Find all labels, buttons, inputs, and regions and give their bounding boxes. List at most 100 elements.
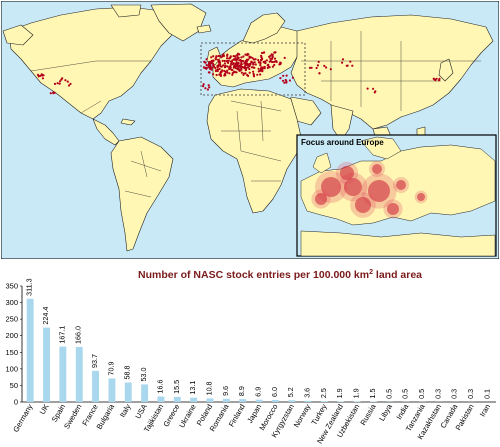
entry-dot [273,63,276,67]
entry-dot [212,55,215,58]
entry-dot [278,63,281,66]
europe-focus-box [200,42,306,96]
entry-dot [235,54,238,57]
value-label: 2.5 [319,388,328,398]
entry-dot [41,77,45,80]
entry-dot [315,66,318,70]
entry-dot [210,56,213,59]
entry-dot [214,58,217,61]
japan [438,58,454,82]
entry-dot [218,67,221,71]
value-label: 0.5 [401,389,410,399]
entry-dot [262,51,265,54]
entry-dot [264,61,267,65]
y-tick-label: 350 [5,282,18,291]
value-label: 6.0 [270,387,279,397]
entry-dot [268,60,271,63]
entry-dot [265,59,268,62]
entry-dot [37,75,40,78]
iceland [196,24,212,34]
entry-dot [349,60,352,63]
bar [141,384,149,402]
entry-dot [233,70,236,73]
entry-dot [219,65,222,68]
category-label: India [394,402,410,421]
entry-dot [317,60,320,64]
y-tick-label: 250 [5,315,18,324]
entry-dot [41,74,44,77]
entry-dot [238,65,241,68]
entry-dot [351,64,354,67]
entry-dot [257,59,260,62]
entry-dot [247,53,250,56]
y-tick-label: 50 [10,381,18,390]
entry-dot [221,59,224,63]
entry-dot [249,56,252,59]
entry-dot [283,56,286,60]
value-label: 5.2 [286,387,295,397]
entry-dot [226,71,229,74]
entry-dot [220,56,223,59]
bar [157,396,165,402]
entry-dot [216,69,219,72]
entry-dot [229,56,232,59]
entry-dot [433,78,436,81]
value-label: 311.3 [25,278,34,295]
value-label: 0.5 [384,389,393,399]
bar [206,398,214,402]
entry-dot [249,62,252,65]
entry-dot [208,86,211,89]
entry-dot [204,87,207,90]
entry-dot [222,53,225,56]
entry-dot [204,67,207,70]
entry-dot [236,57,239,60]
entry-dot [269,57,272,60]
entry-dot [231,63,234,66]
entry-dot [223,59,226,63]
entry-dot [240,56,243,59]
heat-blob [315,193,327,205]
value-label: 166.0 [74,326,83,344]
entry-dot [252,70,255,73]
asia [290,14,494,130]
entry-dot [219,74,223,77]
entry-dot [214,66,217,70]
category-label: Iran [478,403,492,419]
entry-dot [226,69,229,72]
entry-dot [273,57,277,60]
entry-dot [49,92,52,95]
heat-blob [321,177,341,197]
entry-dot [227,61,230,64]
entry-dot [205,58,208,61]
entry-dot [346,64,349,67]
entry-dot [233,65,236,68]
value-label: 15.5 [172,380,181,394]
entry-dot [246,73,249,77]
heat-blob [396,180,406,190]
bar [320,401,328,402]
entry-dot [325,66,328,69]
entry-dot [207,62,211,65]
entry-dot [437,79,441,82]
entry-dot [230,60,233,64]
value-label: 58.8 [123,366,132,380]
entry-dot [235,63,238,66]
entry-dot [308,66,312,69]
bar [108,378,116,402]
entry-dot [261,69,264,72]
south-america [110,136,174,252]
entry-dot [244,53,247,56]
bar [304,400,312,402]
entry-dot [238,53,241,56]
entry-dot [210,68,213,71]
entry-dot [202,83,205,86]
entry-dot [239,69,242,72]
entry-dot [316,64,319,67]
bar [222,398,230,402]
entry-dot [257,61,260,64]
europe-inset: Focus around Europe [296,134,497,257]
entry-dot [260,54,263,58]
inset-title: Focus around Europe [301,138,384,147]
entry-dot [254,63,257,66]
entry-dot [253,66,256,69]
